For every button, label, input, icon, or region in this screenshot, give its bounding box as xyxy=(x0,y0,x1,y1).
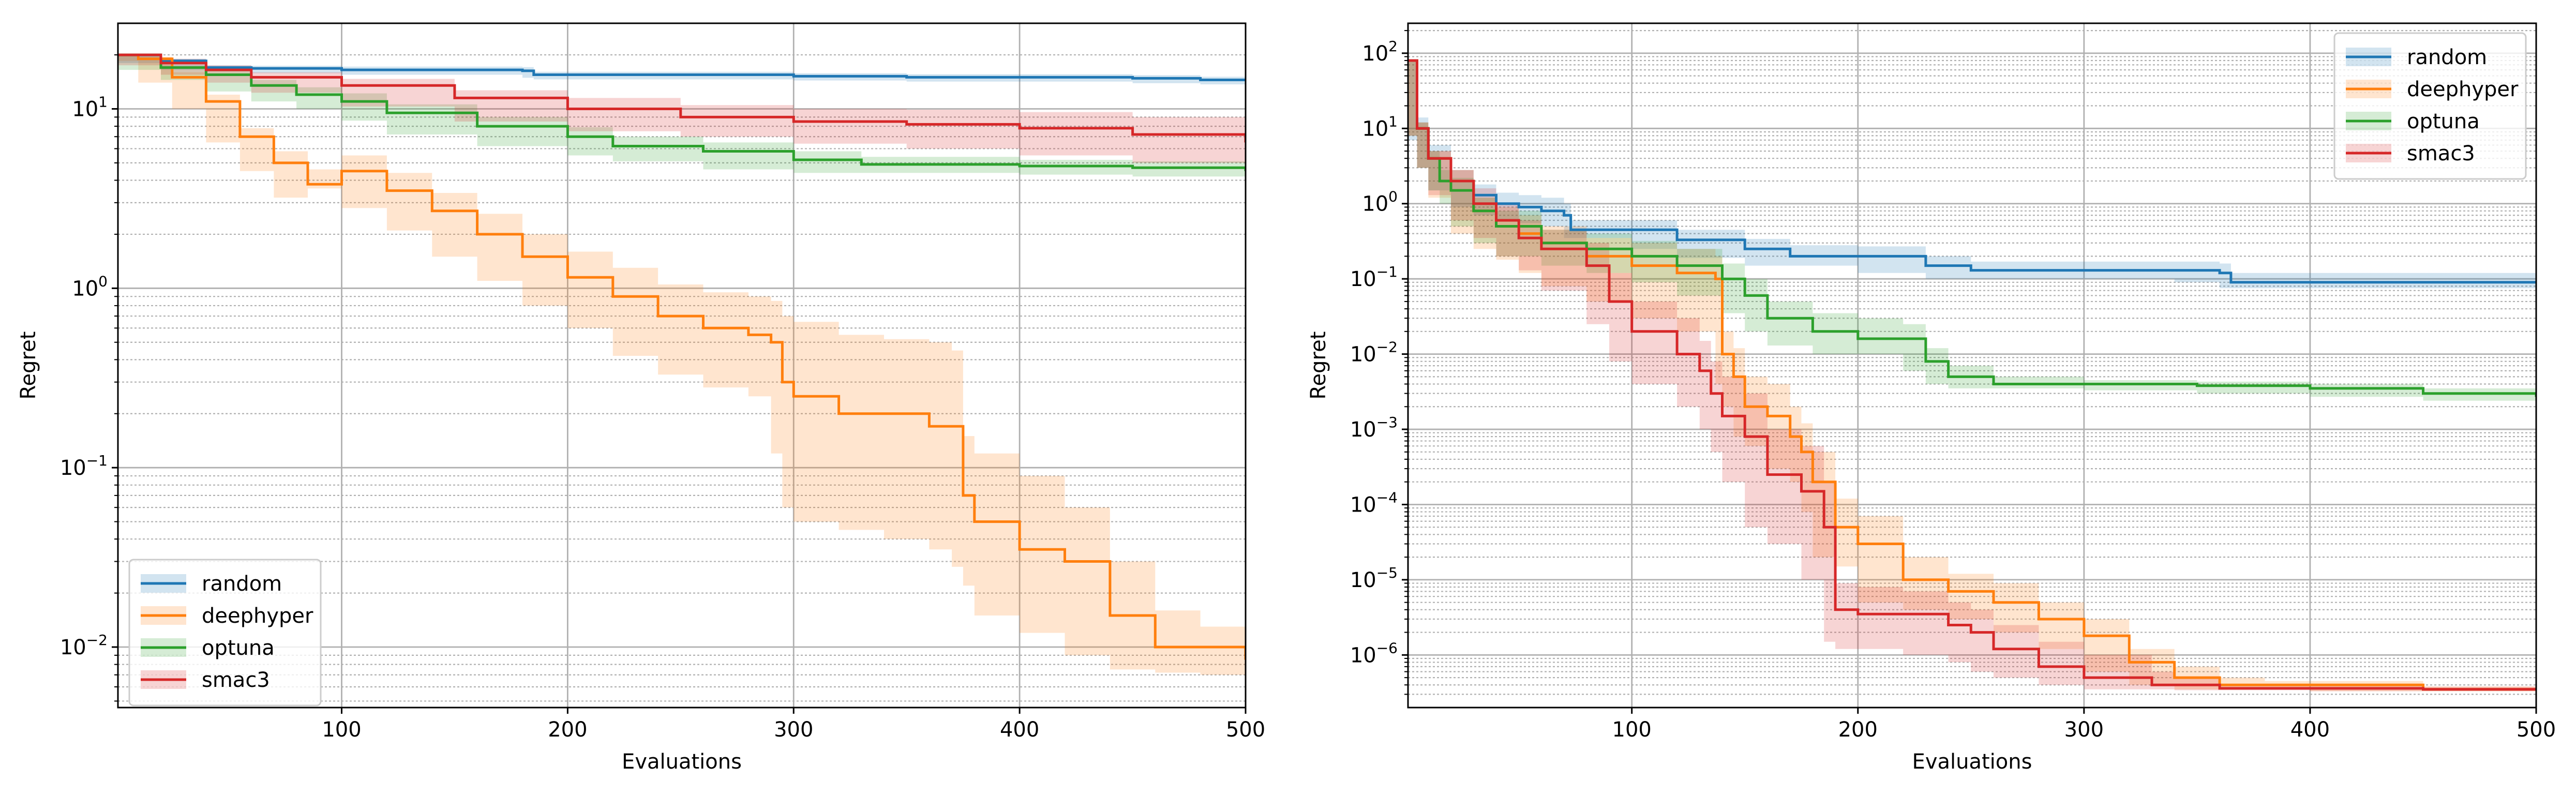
y-tick-label: 100 xyxy=(72,273,108,301)
x-tick-label: 100 xyxy=(322,718,361,742)
y-tick-label: 102 xyxy=(1362,38,1398,66)
legend-box xyxy=(2333,32,2527,180)
chart-left: 100 200 300 400 500 Evaluations 10−2 10−1 100 101… xyxy=(17,22,1265,774)
legend: random deephyper optuna smac3 xyxy=(128,559,322,707)
x-tick-label: 300 xyxy=(2064,718,2104,742)
confidence-band-deephyper xyxy=(118,55,1246,675)
confidence-band-random xyxy=(1408,61,2536,289)
legend-label-optuna: optuna xyxy=(2407,110,2480,133)
legend-label-deephyper: deephyper xyxy=(2407,78,2519,101)
series-line-optuna xyxy=(1408,59,2536,397)
plot-area xyxy=(118,53,1246,675)
legend-label-random: random xyxy=(202,572,282,596)
y-tick-label: 10−1 xyxy=(1350,263,1398,291)
y-tick-label: 100 xyxy=(1362,188,1398,216)
axes-frame xyxy=(117,22,1247,709)
x-tick-label: 400 xyxy=(1000,718,1039,742)
y-tick-label: 101 xyxy=(1362,113,1398,141)
confidence-band-optuna xyxy=(118,55,1246,177)
x-tick-label: 100 xyxy=(1612,718,1652,742)
y-tick-label: 101 xyxy=(72,93,108,121)
y-tick-label: 10−4 xyxy=(1350,489,1398,517)
x-axis-title: Evaluations xyxy=(622,750,742,774)
chart-right: 100 200 300 400 500 Evaluations 10−6 10−5 10−4 10… xyxy=(1307,22,2556,774)
legend-label-random: random xyxy=(2407,46,2487,69)
x-tick-label: 200 xyxy=(1838,718,1878,742)
y-tick-label: 10−2 xyxy=(1350,339,1398,367)
legend: random deephyper optuna smac3 xyxy=(2333,32,2527,180)
series-line-smac3 xyxy=(118,53,1246,143)
x-tick-label: 200 xyxy=(548,718,587,742)
y-tick-label: 10−3 xyxy=(1350,414,1398,442)
series-line-deephyper xyxy=(118,53,1246,660)
x-tick-label: 500 xyxy=(2517,718,2556,742)
x-tick-label: 300 xyxy=(774,718,813,742)
y-tick-label: 10−2 xyxy=(60,632,108,659)
y-axis-title: Regret xyxy=(1307,332,1330,400)
y-tick-label: 10−1 xyxy=(60,452,108,480)
series-line-smac3 xyxy=(1408,59,2536,691)
y-axis-title: Regret xyxy=(17,332,40,400)
legend-label-smac3: smac3 xyxy=(2407,142,2475,166)
x-axis-title: Evaluations xyxy=(1912,750,2032,774)
x-tick-label: 500 xyxy=(1226,718,1265,742)
legend-label-optuna: optuna xyxy=(202,636,275,660)
legend-box xyxy=(128,559,322,707)
x-tick-label: 400 xyxy=(2290,718,2330,742)
legend-label-smac3: smac3 xyxy=(202,668,270,692)
plot-area xyxy=(1408,59,2536,692)
legend-label-deephyper: deephyper xyxy=(202,604,313,628)
y-tick-label: 10−5 xyxy=(1350,564,1398,592)
confidence-band-smac3 xyxy=(1408,61,2536,692)
y-tick-label: 10−6 xyxy=(1350,639,1398,667)
